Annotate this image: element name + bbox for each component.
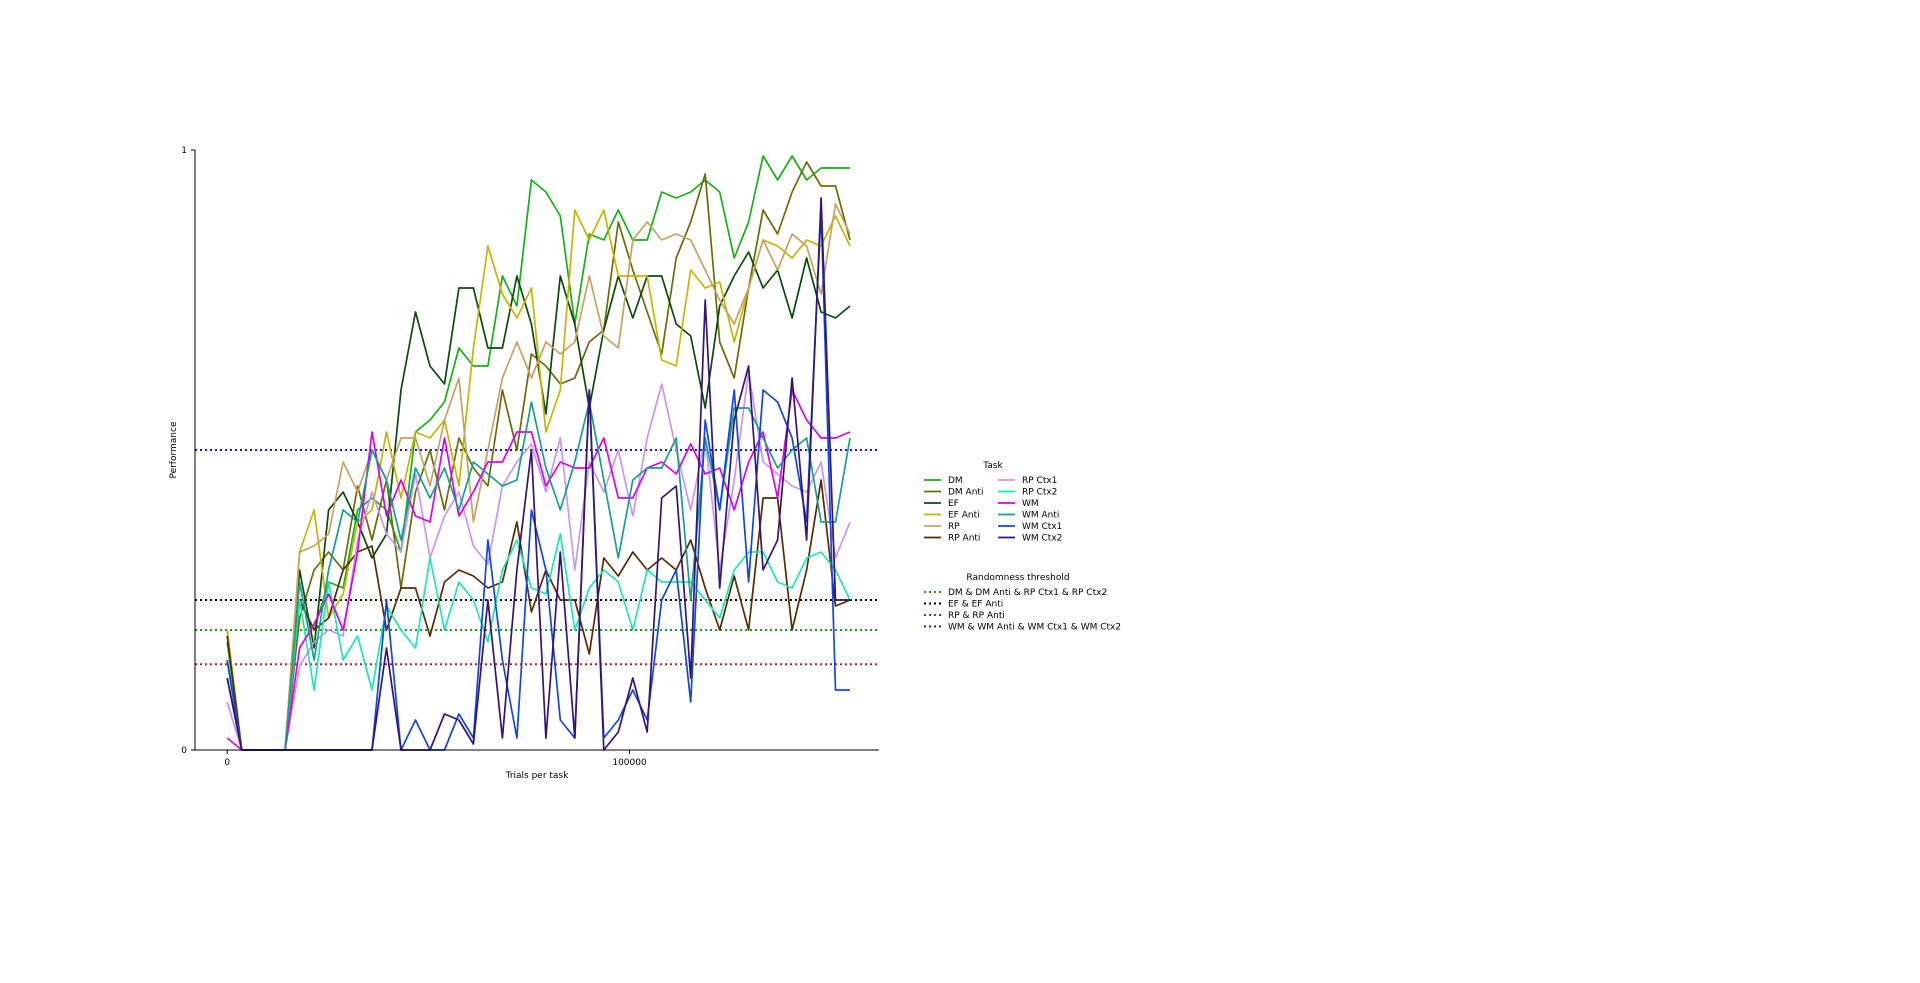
legend-entry-label: RP Ctx1 <box>1022 476 1057 486</box>
legend-entry-label: DM <box>948 476 963 486</box>
legend-entry-label: WM Ctx2 <box>1022 534 1062 544</box>
series-line-rp-ctx2 <box>226 533 851 751</box>
series-line-wm-anti <box>226 401 851 751</box>
series-line-rp-ctx1 <box>226 371 851 751</box>
y-axis-label: Performance <box>169 421 179 478</box>
axis-ticks: 0 100000 0 1 <box>181 146 647 768</box>
legend-entry-label: WM Anti <box>1022 511 1059 521</box>
threshold-legend-label: RP & RP Anti <box>948 611 1005 621</box>
x-tick-label: 100000 <box>612 758 647 768</box>
series-line-rp <box>226 203 851 751</box>
legend-entry-label: RP Anti <box>948 534 980 544</box>
threshold-legend-label: EF & EF Anti <box>948 600 1003 610</box>
axes <box>194 150 879 751</box>
x-axis-label: Trials per task <box>505 771 569 781</box>
legend-entry-label: RP Ctx2 <box>1022 488 1057 498</box>
legend-entry-label: WM Ctx1 <box>1022 522 1062 532</box>
series-line-ef <box>226 251 851 751</box>
legend-entry-label: RP <box>948 522 960 532</box>
series-line-wm <box>226 389 851 751</box>
threshold-legend-title: Randomness threshold <box>966 573 1069 583</box>
legend-entry-label: WM <box>1022 499 1039 509</box>
y-tick-label: 0 <box>181 746 187 756</box>
task-legend-title: Task <box>982 461 1003 471</box>
legend-entry-label: EF Anti <box>948 511 980 521</box>
y-tick-label: 1 <box>181 146 187 156</box>
series-line-dm <box>226 155 850 751</box>
series-line-wm-ctx2 <box>226 197 850 751</box>
series-lines <box>226 155 851 751</box>
legend-entry-label: EF <box>948 499 959 509</box>
threshold-legend-label: DM & DM Anti & RP Ctx1 & RP Ctx2 <box>948 588 1107 598</box>
legend-entry-label: DM Anti <box>948 488 983 498</box>
x-tick-label: 0 <box>224 758 230 768</box>
threshold-legend-label: WM & WM Anti & WM Ctx1 & WM Ctx2 <box>948 623 1121 633</box>
threshold-legend: Randomness threshold DM & DM Anti & RP C… <box>924 573 1121 633</box>
